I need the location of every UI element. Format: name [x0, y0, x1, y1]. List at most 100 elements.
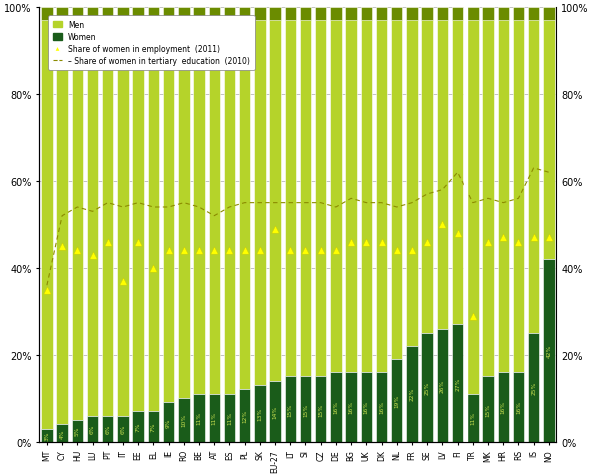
Bar — [452, 325, 463, 442]
Text: 16%: 16% — [379, 400, 384, 414]
Text: 7%: 7% — [136, 422, 141, 431]
Bar — [285, 8, 296, 21]
Bar — [102, 416, 113, 442]
Bar — [422, 333, 433, 442]
Point — [377, 238, 386, 246]
Bar — [117, 8, 129, 21]
Point — [179, 247, 189, 255]
Bar — [163, 8, 174, 21]
Bar — [72, 420, 83, 442]
Point — [164, 247, 173, 255]
Bar — [467, 394, 479, 442]
Bar — [300, 377, 311, 442]
Bar — [56, 424, 68, 442]
Bar — [452, 8, 463, 325]
Text: 11%: 11% — [196, 411, 202, 424]
Text: 26%: 26% — [440, 379, 445, 392]
Text: 10%: 10% — [181, 414, 186, 426]
Bar — [528, 8, 540, 21]
Point — [255, 247, 264, 255]
Point — [499, 234, 508, 242]
Point — [316, 247, 326, 255]
Bar — [87, 8, 98, 21]
Point — [72, 247, 82, 255]
Point — [468, 312, 477, 320]
Text: 11%: 11% — [227, 411, 232, 424]
Bar — [391, 359, 403, 442]
Text: 16%: 16% — [364, 400, 369, 414]
Bar — [543, 259, 554, 442]
Bar — [56, 8, 68, 21]
Point — [88, 251, 97, 259]
Text: 16%: 16% — [500, 400, 506, 414]
Bar — [346, 372, 357, 442]
Text: 13%: 13% — [257, 407, 262, 420]
Bar — [117, 416, 129, 442]
Bar — [300, 8, 311, 21]
Text: 11%: 11% — [212, 411, 216, 424]
Bar — [436, 8, 448, 21]
Bar — [376, 8, 387, 21]
Bar — [436, 329, 448, 442]
Bar — [148, 411, 159, 442]
Point — [514, 238, 523, 246]
Point — [58, 243, 67, 250]
Text: 25%: 25% — [531, 381, 536, 394]
Bar — [41, 428, 53, 442]
Point — [407, 247, 417, 255]
Text: 16%: 16% — [349, 400, 353, 414]
Point — [392, 247, 401, 255]
Bar — [132, 8, 144, 21]
Bar — [406, 8, 417, 21]
Point — [346, 238, 356, 246]
Bar — [239, 8, 250, 21]
Point — [286, 247, 295, 255]
Bar — [361, 8, 372, 372]
Text: 6%: 6% — [90, 424, 95, 433]
Bar — [87, 416, 98, 442]
Bar — [239, 8, 250, 390]
Text: 9%: 9% — [166, 417, 171, 427]
Bar — [528, 8, 540, 333]
Point — [422, 238, 432, 246]
Bar — [224, 8, 235, 21]
Text: 15%: 15% — [318, 403, 323, 416]
Bar — [72, 8, 83, 21]
Bar — [498, 8, 509, 21]
Bar — [406, 8, 417, 346]
Text: 15%: 15% — [288, 403, 293, 416]
Bar — [330, 372, 342, 442]
Bar — [361, 372, 372, 442]
Bar — [56, 8, 68, 424]
Bar — [117, 8, 129, 416]
Point — [331, 247, 340, 255]
Text: 5%: 5% — [75, 426, 80, 436]
Bar — [163, 403, 174, 442]
Bar — [209, 8, 220, 394]
Text: 16%: 16% — [516, 400, 521, 414]
Text: 19%: 19% — [394, 394, 399, 407]
Bar — [482, 377, 494, 442]
Point — [209, 247, 219, 255]
Point — [103, 238, 113, 246]
Bar — [178, 398, 190, 442]
Text: 15%: 15% — [486, 403, 490, 416]
Bar — [132, 8, 144, 411]
Bar — [498, 8, 509, 372]
Bar — [464, 8, 467, 442]
Legend: Men, Women, Share of women in employment  (2011), – Share of women in tertiary  : Men, Women, Share of women in employment… — [48, 16, 254, 70]
Bar — [528, 333, 540, 442]
Bar — [193, 8, 205, 21]
Bar — [406, 346, 417, 442]
Text: 7%: 7% — [151, 422, 156, 431]
Bar — [72, 8, 83, 420]
Bar — [315, 8, 326, 377]
Point — [529, 234, 538, 242]
Bar — [346, 8, 357, 21]
Bar — [269, 381, 280, 442]
Bar — [330, 8, 342, 372]
Bar — [376, 8, 387, 372]
Bar — [300, 8, 311, 377]
Point — [240, 247, 250, 255]
Bar — [269, 8, 280, 381]
